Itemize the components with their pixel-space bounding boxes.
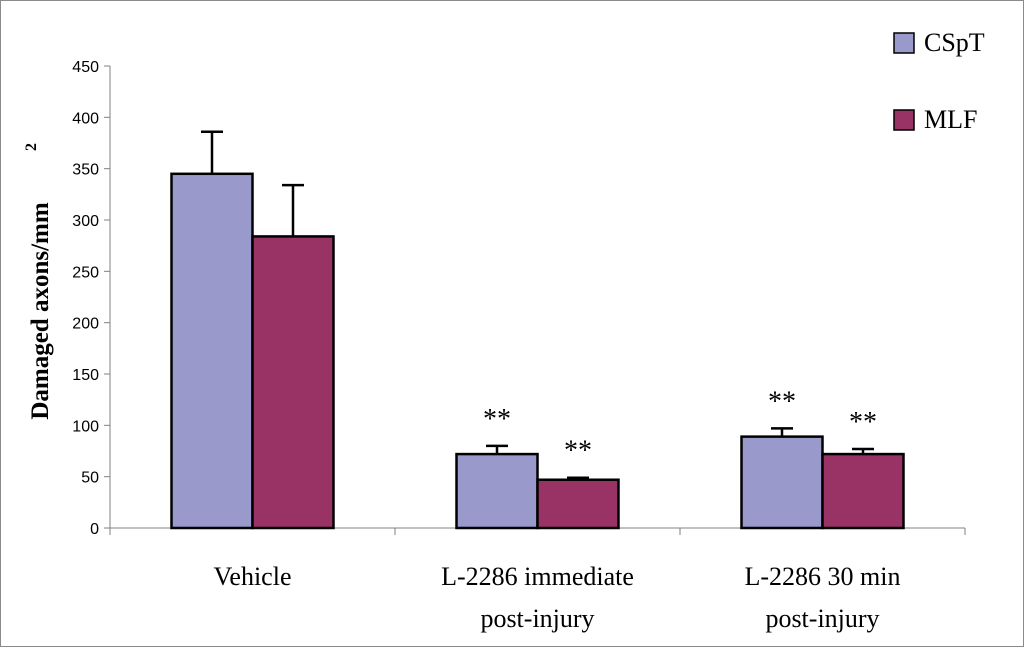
significance-marker: ** xyxy=(564,436,592,467)
y-tick-label: 200 xyxy=(72,316,99,333)
y-tick-label: 300 xyxy=(72,213,99,230)
bar-cspt-0 xyxy=(170,172,254,530)
bar-cspt-1 xyxy=(455,452,539,530)
bar-cspt-2 xyxy=(740,435,824,530)
significance-marker: ** xyxy=(849,407,877,438)
y-tick-label: 150 xyxy=(72,367,99,384)
x-category-label: post-injury xyxy=(765,604,879,633)
significance-marker: ** xyxy=(483,404,511,435)
bar-mlf-2 xyxy=(821,452,905,530)
y-tick-label: 400 xyxy=(72,110,99,127)
y-tick-label: 350 xyxy=(72,162,99,179)
legend-label-cspt: CSpT xyxy=(924,28,985,57)
y-tick-label: 250 xyxy=(72,264,99,281)
y-tick-label: 100 xyxy=(72,418,99,435)
x-category-label: Vehicle xyxy=(214,562,292,591)
legend-swatch-cspt xyxy=(893,32,915,54)
y-tick-label: 450 xyxy=(72,59,99,76)
bar-mlf-0 xyxy=(251,235,335,530)
legend-swatch-mlf xyxy=(893,109,915,131)
x-category-label: L-2286 immediate xyxy=(441,562,634,591)
y-axis-label: Damaged axons/mm xyxy=(27,202,54,420)
legend-label-mlf: MLF xyxy=(924,105,977,134)
bar-mlf-1 xyxy=(536,478,620,530)
x-category-label: post-injury xyxy=(480,604,594,633)
y-tick-label: 50 xyxy=(81,470,99,487)
x-category-label: L-2286 30 min xyxy=(745,562,901,591)
y-axis-label-superscript: 2 xyxy=(23,143,40,151)
significance-marker: ** xyxy=(768,386,796,417)
y-tick-label: 0 xyxy=(90,521,99,538)
